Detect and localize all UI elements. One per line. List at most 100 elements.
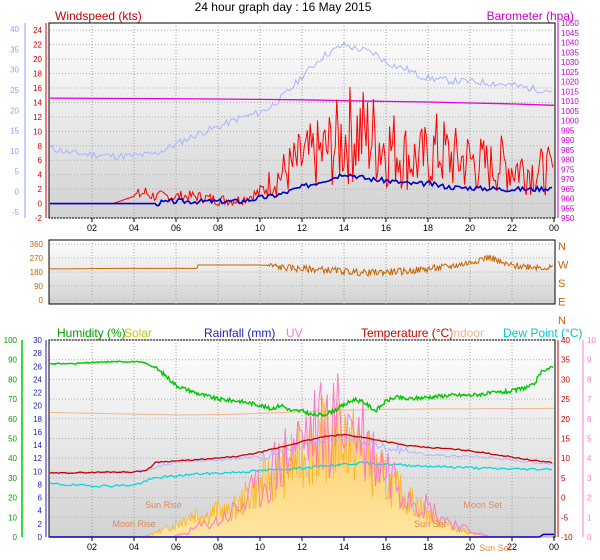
uv-tick-label: 0	[587, 533, 592, 542]
windspeed-tick-label: -2	[35, 214, 43, 223]
rainfall-tick-label: 12	[33, 454, 42, 463]
barometer-tick-label: 1010	[561, 97, 579, 106]
rainfall-tick-label: 26	[33, 362, 42, 371]
x-tick-label: 06	[171, 542, 181, 552]
barometer-tick-label: 1000	[561, 117, 579, 126]
barometer-tick-label: 995	[561, 126, 575, 135]
windspeed-tick-label: 8	[38, 142, 43, 151]
temperature-tick-label: 30	[561, 375, 570, 384]
windspeed-tick-label: 14	[33, 98, 42, 107]
temperature-tick-label: 40	[561, 336, 570, 345]
barometer-tick-label: 1015	[561, 87, 579, 96]
humidity-series-line	[49, 360, 554, 418]
sun-moon-annotation: Sun Set	[414, 519, 447, 529]
x-tick-label: 18	[423, 542, 433, 552]
x-tick-label: 08	[213, 542, 223, 552]
rainfall-tick-label: 4	[38, 507, 43, 516]
sun-moon-annotation: Sun Set	[479, 543, 512, 553]
wind-direction-series-line	[50, 253, 553, 278]
wind-average-series-line	[50, 173, 553, 207]
windspeed-tick-label: 4	[38, 171, 43, 180]
barometer-tick-label: 1040	[561, 39, 579, 48]
wind-gust-series-line	[50, 86, 554, 207]
windspeed-tick-label: 20	[33, 55, 42, 64]
temperature-tick-label: 35	[561, 356, 570, 365]
direction-tick-label: 270	[30, 254, 44, 263]
outer-left-tick-label: 15	[10, 127, 19, 136]
legend-entry: Temperature (°C)	[361, 326, 453, 340]
rainfall-tick-label: 16	[33, 428, 42, 437]
uv-tick-label: 8	[587, 375, 592, 384]
rainfall-tick-label: 28	[33, 349, 42, 358]
humidity-tick-label: 90	[8, 356, 17, 365]
temperature-tick-label: 10	[561, 454, 570, 463]
x-tick-label: 04	[129, 223, 139, 233]
compass-label: N	[558, 241, 566, 253]
x-tick-label: 14	[339, 223, 349, 233]
x-tick-label: 00	[549, 542, 559, 552]
outer-left-tick-label: -5	[12, 208, 20, 217]
temperature-tick-label: 25	[561, 395, 570, 404]
x-tick-label: 00	[549, 223, 559, 233]
rainfall-tick-label: 18	[33, 415, 42, 424]
x-tick-label: 12	[297, 223, 307, 233]
compass-label: S	[558, 278, 565, 290]
x-tick-label: 04	[129, 542, 139, 552]
x-tick-label: 20	[465, 542, 475, 552]
x-tick-label: 02	[87, 542, 97, 552]
wind-outer-series-line	[49, 40, 553, 161]
barometer-tick-label: 965	[561, 185, 575, 194]
feels-like-series-line	[49, 432, 555, 475]
barometer-tick-label: 1050	[561, 19, 579, 28]
barometer-tick-label: 985	[561, 146, 575, 155]
humidity-tick-label: 70	[8, 395, 17, 404]
barometer-tick-label: 960	[561, 195, 575, 204]
temperature-tick-label: 5	[561, 474, 566, 483]
solar-area	[50, 395, 554, 537]
windspeed-tick-label: 2	[38, 185, 43, 194]
uv-tick-label: 5	[587, 435, 592, 444]
x-tick-label: 02	[87, 223, 97, 233]
rainfall-tick-label: 14	[33, 441, 42, 450]
uv-tick-label: 3	[587, 474, 592, 483]
x-tick-label: 08	[213, 223, 223, 233]
barometer-tick-label: 1005	[561, 107, 579, 116]
uv-tick-label: 9	[587, 356, 592, 365]
humidity-tick-label: 100	[4, 336, 18, 345]
uv-tick-label: 4	[587, 454, 592, 463]
legend-entry: Humidity (%)	[57, 326, 126, 340]
uv-tick-label: 2	[587, 494, 592, 503]
indoor-series-line	[49, 407, 555, 416]
temperature-tick-label: 20	[561, 415, 570, 424]
windspeed-tick-label: 18	[33, 70, 42, 79]
barometer-tick-label: 975	[561, 165, 575, 174]
outer-left-tick-label: 30	[10, 66, 19, 75]
legend-entry: Solar	[124, 326, 152, 340]
barometer-tick-label: 955	[561, 204, 575, 213]
uv-tick-label: 6	[587, 415, 592, 424]
x-tick-label: 12	[297, 542, 307, 552]
legend-entry: UV	[286, 326, 303, 340]
rainfall-tick-label: 0	[38, 533, 43, 542]
x-tick-label: 20	[465, 223, 475, 233]
barometer-series-line	[49, 97, 555, 106]
x-tick-label: 16	[381, 542, 391, 552]
sun-moon-annotation: Sun Rise	[145, 500, 182, 510]
compass-label: E	[558, 297, 565, 309]
x-tick-label: 16	[381, 223, 391, 233]
direction-tick-label: 90	[34, 282, 43, 291]
x-tick-label: 22	[507, 542, 517, 552]
legend-entry: Indoor	[450, 326, 484, 340]
x-tick-label: 18	[423, 223, 433, 233]
temperature-tick-label: -10	[561, 533, 573, 542]
temperature-tick-label: -5	[561, 513, 569, 522]
outer-left-tick-label: 10	[10, 147, 19, 156]
rainfall-tick-label: 20	[33, 402, 42, 411]
x-tick-label: 22	[507, 223, 517, 233]
rainfall-tick-label: 30	[33, 336, 42, 345]
outer-left-tick-label: 25	[10, 86, 19, 95]
windspeed-tick-label: 12	[33, 113, 42, 122]
legend-entry: Dew Point (°C)	[503, 326, 582, 340]
barometer-tick-label: 1045	[561, 29, 579, 38]
